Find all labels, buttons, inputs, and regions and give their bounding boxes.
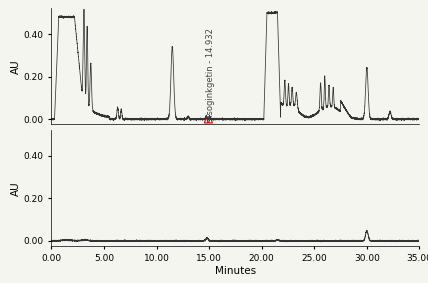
- Y-axis label: AU: AU: [11, 59, 21, 74]
- Y-axis label: AU: AU: [11, 181, 21, 196]
- X-axis label: Minutes: Minutes: [215, 266, 256, 276]
- Text: Isoginkgetin - 14.932: Isoginkgetin - 14.932: [206, 28, 215, 117]
